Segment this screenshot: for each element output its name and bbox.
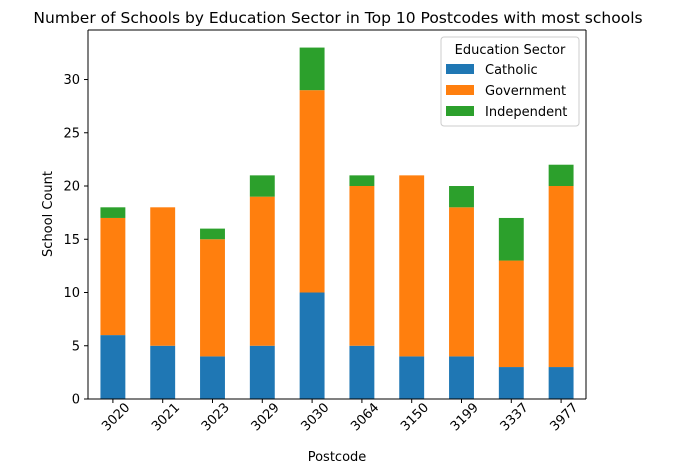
bar-catholic-3150 (399, 356, 425, 399)
y-tick-label: 0 (72, 393, 80, 408)
bars-layer (100, 47, 574, 399)
bar-government-3020 (100, 217, 126, 336)
chart-title: Number of Schools by Education Sector in… (33, 9, 642, 27)
bar-catholic-3029 (249, 345, 275, 399)
x-tick-label: 3977 (547, 400, 581, 434)
x-tick-label: 3064 (348, 400, 382, 434)
x-tick-label: 3199 (448, 400, 482, 434)
bar-government-3023 (200, 239, 225, 357)
bar-catholic-3030 (299, 292, 325, 399)
x-tick-label: 3030 (298, 400, 332, 434)
bar-independent-3064 (349, 175, 375, 187)
y-tick-label: 25 (63, 126, 80, 141)
bar-government-3064 (349, 186, 375, 346)
x-tick-label: 3020 (99, 400, 133, 434)
bar-government-3030 (299, 90, 325, 293)
legend-swatch-government (446, 85, 474, 95)
bar-government-3150 (399, 175, 425, 357)
x-tick-label: 3029 (249, 400, 283, 434)
bar-catholic-3199 (449, 356, 474, 399)
bar-catholic-3023 (200, 356, 225, 399)
legend-label-government: Government (485, 84, 566, 99)
legend-swatch-catholic (446, 64, 474, 74)
y-tick-label: 20 (63, 180, 80, 195)
bar-catholic-3021 (150, 345, 176, 399)
x-tick-label: 3021 (149, 400, 183, 434)
y-axis-title: School Count (41, 171, 56, 257)
x-tick-label: 3337 (498, 400, 532, 434)
legend: Education Sector Catholic Government Indepe… (440, 36, 580, 127)
bar-government-3021 (150, 207, 176, 346)
y-tick-label: 10 (63, 286, 80, 301)
bar-independent-3337 (498, 217, 524, 261)
bar-catholic-3337 (498, 367, 524, 399)
x-tick-label: 3023 (199, 400, 233, 434)
legend-label-independent: Independent (485, 105, 567, 120)
x-tick-label: 3150 (398, 400, 432, 434)
legend-swatch-independent (446, 106, 474, 116)
bar-government-3029 (249, 196, 275, 346)
y-tick-label: 30 (63, 73, 80, 88)
x-axis-title: Postcode (308, 450, 367, 465)
bar-independent-3029 (249, 175, 275, 197)
bar-government-3337 (498, 260, 524, 368)
bar-independent-3030 (299, 47, 325, 91)
bar-government-3977 (548, 186, 574, 368)
bar-catholic-3064 (349, 345, 375, 399)
bar-independent-3020 (100, 207, 126, 218)
bar-catholic-3977 (548, 367, 574, 399)
bar-catholic-3020 (100, 335, 126, 399)
legend-title: Education Sector (455, 43, 566, 58)
legend-label-catholic: Catholic (485, 63, 538, 78)
y-tick-label: 5 (72, 339, 80, 354)
bar-independent-3023 (200, 228, 225, 240)
bar-independent-3199 (449, 186, 474, 208)
bar-government-3199 (449, 207, 474, 357)
y-tick-label: 15 (63, 233, 80, 248)
bar-independent-3977 (548, 164, 574, 187)
legend-box (440, 36, 580, 127)
